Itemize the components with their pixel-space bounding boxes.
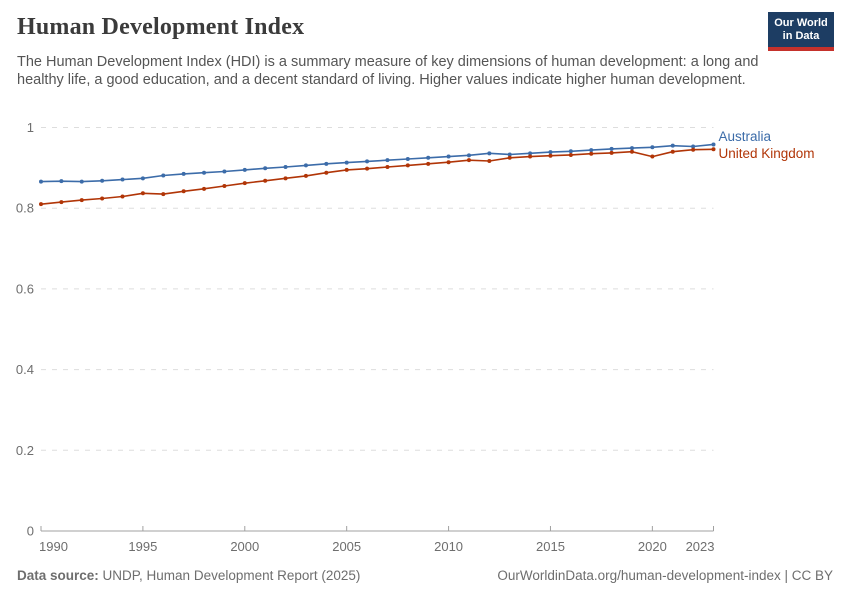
attribution-text: OurWorldinData.org/human-development-ind… — [497, 568, 833, 583]
australia-data-point[interactable] — [487, 151, 492, 156]
united-kingdom-data-point[interactable] — [39, 202, 43, 207]
united-kingdom-data-point[interactable] — [79, 198, 84, 203]
united-kingdom-data-point[interactable] — [59, 200, 64, 205]
x-axis-tick-label: 2010 — [434, 539, 463, 554]
united-kingdom-data-point[interactable] — [303, 173, 308, 178]
united-kingdom-data-point[interactable] — [324, 170, 329, 175]
united-kingdom-data-point[interactable] — [670, 149, 675, 154]
x-axis-tick-label: 1990 — [39, 539, 68, 554]
chart-subtitle: The Human Development Index (HDI) is a s… — [17, 54, 759, 88]
australia-data-point[interactable] — [528, 151, 533, 156]
australia-data-point[interactable] — [385, 158, 390, 163]
united-kingdom-data-point[interactable] — [405, 163, 410, 168]
australia-data-point[interactable] — [548, 150, 553, 155]
australia-data-point[interactable] — [405, 156, 410, 161]
united-kingdom-data-point[interactable] — [711, 147, 716, 152]
owid-logo-line1: Our World — [774, 17, 828, 29]
y-axis-tick-label: 0.2 — [16, 443, 34, 458]
australia-data-point[interactable] — [670, 143, 675, 148]
united-kingdom-data-point[interactable] — [426, 161, 431, 166]
y-axis-tick-label: 0.4 — [16, 362, 34, 377]
united-kingdom-data-point[interactable] — [487, 158, 492, 163]
united-kingdom-data-point[interactable] — [263, 178, 268, 183]
united-kingdom-data-point[interactable] — [589, 151, 594, 156]
owid-logo-line2: in Data — [782, 30, 820, 42]
australia-data-point[interactable] — [365, 159, 370, 164]
australia-data-point[interactable] — [629, 146, 634, 151]
united-kingdom-data-point[interactable] — [161, 192, 166, 197]
united-kingdom-data-point[interactable] — [344, 167, 349, 172]
united-kingdom-data-point[interactable] — [242, 181, 247, 186]
australia-data-point[interactable] — [650, 145, 655, 150]
x-axis-tick-label: 2000 — [230, 539, 259, 554]
united-kingdom-data-point[interactable] — [202, 186, 207, 191]
y-axis-tick-label: 0 — [27, 524, 34, 539]
series-label-united-kingdom[interactable]: United Kingdom — [719, 146, 815, 161]
australia-data-point[interactable] — [283, 165, 288, 170]
australia-data-point[interactable] — [242, 167, 247, 172]
united-kingdom-data-point[interactable] — [100, 196, 105, 201]
x-axis-tick-label: 2023 — [686, 539, 715, 554]
united-kingdom-data-point[interactable] — [283, 176, 288, 181]
australia-data-point[interactable] — [222, 169, 227, 174]
united-kingdom-data-point[interactable] — [466, 158, 471, 163]
australia-data-point[interactable] — [140, 176, 145, 181]
australia-series-line[interactable] — [40, 143, 714, 183]
united-kingdom-data-point[interactable] — [629, 149, 634, 154]
australia-data-point[interactable] — [120, 177, 125, 182]
united-kingdom-data-point[interactable] — [365, 166, 370, 171]
page-title: Human Development Index — [17, 14, 305, 40]
australia-data-point[interactable] — [426, 155, 431, 160]
y-axis-tick-label: 1 — [27, 120, 34, 135]
united-kingdom-data-point[interactable] — [609, 150, 614, 155]
x-axis-tick-label: 2015 — [536, 539, 565, 554]
australia-data-point[interactable] — [39, 179, 43, 184]
australia-data-point[interactable] — [609, 146, 614, 151]
united-kingdom-data-point[interactable] — [528, 154, 533, 159]
united-kingdom-series-line[interactable] — [40, 148, 714, 205]
australia-data-point[interactable] — [202, 170, 207, 175]
australia-data-point[interactable] — [691, 144, 696, 149]
australia-data-point[interactable] — [181, 171, 186, 176]
y-axis-tick-label: 0.8 — [16, 201, 34, 216]
australia-data-point[interactable] — [711, 142, 716, 147]
australia-data-point[interactable] — [466, 153, 471, 158]
y-axis-tick-label: 0.6 — [16, 281, 34, 296]
united-kingdom-data-point[interactable] — [222, 184, 227, 189]
united-kingdom-data-point[interactable] — [650, 154, 655, 159]
series-label-australia[interactable]: Australia — [719, 129, 772, 144]
australia-data-point[interactable] — [303, 163, 308, 168]
australia-data-point[interactable] — [100, 178, 105, 183]
owid-logo[interactable]: Our World in Data — [768, 12, 834, 51]
x-axis-tick-label: 2020 — [638, 539, 667, 554]
united-kingdom-data-point[interactable] — [548, 153, 553, 158]
united-kingdom-data-point[interactable] — [568, 152, 573, 157]
australia-data-point[interactable] — [344, 160, 349, 165]
united-kingdom-data-point[interactable] — [181, 189, 186, 194]
united-kingdom-data-point[interactable] — [507, 155, 512, 160]
united-kingdom-data-point[interactable] — [140, 191, 145, 196]
data-source-text: Data source: UNDP, Human Development Rep… — [17, 568, 361, 583]
australia-data-point[interactable] — [568, 149, 573, 154]
australia-data-point[interactable] — [324, 161, 329, 166]
australia-data-point[interactable] — [79, 179, 84, 184]
united-kingdom-data-point[interactable] — [691, 147, 696, 152]
x-axis-tick-label: 2005 — [332, 539, 361, 554]
australia-data-point[interactable] — [263, 166, 268, 171]
united-kingdom-data-point[interactable] — [385, 165, 390, 170]
australia-data-point[interactable] — [507, 152, 512, 157]
united-kingdom-data-point[interactable] — [446, 160, 451, 165]
australia-data-point[interactable] — [446, 154, 451, 159]
x-axis-tick-label: 1995 — [128, 539, 157, 554]
australia-data-point[interactable] — [161, 173, 166, 178]
australia-data-point[interactable] — [59, 179, 64, 184]
data-source-label: Data source: — [17, 568, 99, 583]
united-kingdom-data-point[interactable] — [120, 194, 125, 199]
australia-data-point[interactable] — [589, 148, 594, 153]
